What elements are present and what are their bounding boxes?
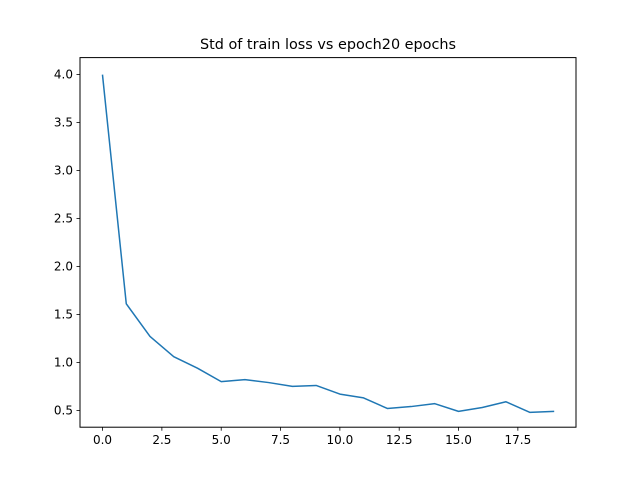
x-tick-label: 17.5 (504, 433, 531, 447)
x-tick-label: 2.5 (152, 433, 171, 447)
y-tick-label: 1.5 (54, 308, 73, 322)
y-tick-label: 2.0 (54, 260, 73, 274)
y-tick-label: 1.0 (54, 356, 73, 370)
x-tick-label: 7.5 (271, 433, 290, 447)
x-tick-label: 5.0 (212, 433, 231, 447)
x-tick-label: 15.0 (445, 433, 472, 447)
y-tick-label: 3.5 (54, 116, 73, 130)
y-tick-label: 3.0 (54, 164, 73, 178)
x-tick-label: 0.0 (93, 433, 112, 447)
y-tick-label: 2.5 (54, 212, 73, 226)
y-tick-label: 4.0 (54, 68, 73, 82)
x-tick-label: 12.5 (386, 433, 413, 447)
x-tick-label: 10.0 (327, 433, 354, 447)
y-tick-label: 0.5 (54, 404, 73, 418)
chart-title: Std of train loss vs epoch20 epochs (200, 37, 456, 53)
